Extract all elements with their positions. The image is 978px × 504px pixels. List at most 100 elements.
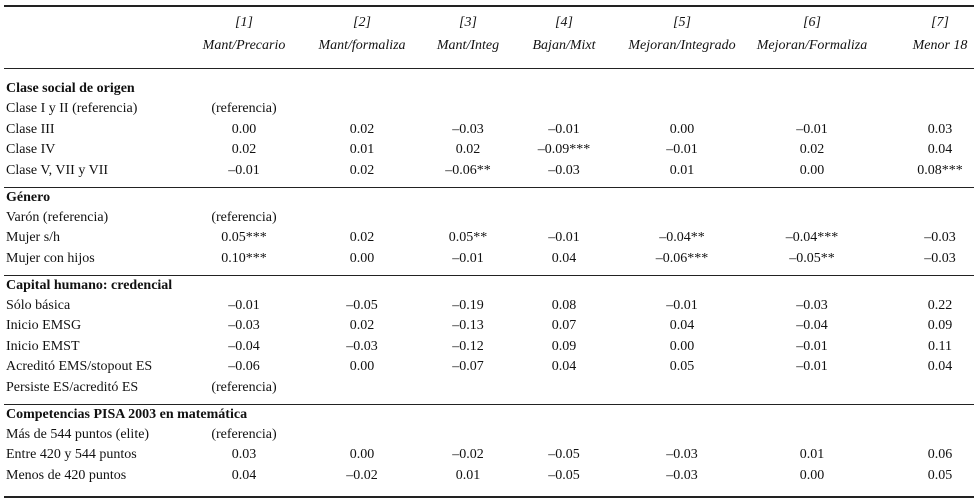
column-label: Mant/Precario (202, 38, 286, 53)
cell: –0.01 (228, 162, 260, 178)
cell: (referencia) (211, 209, 277, 225)
cell: 0.05 (669, 359, 695, 374)
cell: 0.01 (349, 142, 375, 157)
column-label: Menor 18 (912, 38, 968, 53)
column-number: [6] (803, 15, 821, 30)
cell: 0.04 (927, 359, 953, 374)
cell: 0.02 (349, 121, 375, 137)
column-number: [5] (673, 15, 691, 30)
cell: 0.22 (927, 297, 953, 313)
top-rule (4, 5, 974, 7)
section-rule (4, 274, 974, 276)
column-number: [2] (353, 15, 371, 30)
cell: 0.05 (927, 467, 953, 483)
cell: 0.05*** (221, 230, 267, 245)
cell: 0.04 (669, 318, 695, 333)
cell: 0.02 (349, 162, 375, 178)
cell: –0.01 (666, 297, 698, 313)
cell: –0.05 (548, 467, 580, 483)
cell: –0.12 (452, 338, 484, 354)
row-label: Sólo básica (6, 297, 71, 313)
cell: 0.02 (349, 318, 375, 333)
column-number: [4] (555, 15, 573, 30)
cell: –0.04 (228, 338, 260, 354)
column-number: [3] (459, 15, 477, 30)
section-rule (4, 186, 974, 188)
column-label: Mejoran/Formaliza (756, 38, 868, 53)
cell: 0.00 (799, 162, 825, 178)
cell: –0.03 (452, 121, 484, 137)
cell: 0.04 (231, 467, 257, 483)
cell: 0.09 (927, 318, 953, 333)
row-label: Clase V, VII y VII (6, 162, 109, 178)
cell: –0.03 (346, 338, 378, 354)
cell: 0.02 (799, 142, 825, 157)
cell: 0.00 (669, 338, 695, 354)
column-label: Mejoran/Integrado (628, 38, 736, 53)
column-number: [7] (931, 15, 949, 30)
row-label: Clase IV (6, 142, 56, 157)
cell: –0.06** (445, 162, 491, 178)
section-title: Competencias PISA 2003 en matemática (6, 406, 248, 422)
cell: 0.00 (231, 121, 257, 137)
cell: 0.06 (927, 447, 953, 462)
section-title: Clase social de origen (6, 81, 135, 96)
cell: –0.01 (796, 338, 828, 354)
cell: –0.01 (796, 121, 828, 137)
cell: –0.02 (346, 467, 378, 483)
row-label: Mujer con hijos (6, 250, 95, 266)
row-label: Inicio EMSG (6, 318, 82, 333)
row-label: Mujer s/h (6, 230, 61, 245)
row-label: Inicio EMST (6, 338, 80, 354)
section-rule (4, 403, 974, 405)
cell: –0.07 (452, 359, 484, 374)
cell: –0.01 (228, 297, 260, 313)
cell: –0.05 (346, 297, 378, 313)
cell: (referencia) (211, 426, 277, 442)
row-label: Menos de 420 puntos (6, 467, 127, 483)
row-label: Más de 544 puntos (elite) (6, 426, 150, 442)
column-label: Bajan/Mixt (532, 38, 596, 53)
cell: –0.02 (452, 447, 484, 462)
cell: (referencia) (211, 101, 277, 116)
cell: –0.03 (924, 230, 956, 245)
section-title: Capital humano: credencial (6, 277, 173, 293)
row-label: Persiste ES/acreditó ES (6, 379, 139, 395)
cell: –0.03 (924, 250, 956, 266)
cell: –0.04*** (785, 230, 839, 245)
cell: –0.01 (796, 359, 828, 374)
cell: –0.09*** (537, 142, 591, 157)
cell: 0.00 (669, 121, 695, 137)
cell: 0.02 (231, 142, 257, 157)
cell: 0.02 (455, 142, 481, 157)
cell: 0.03 (927, 121, 953, 137)
cell: 0.07 (551, 318, 577, 333)
cell: –0.03 (796, 297, 828, 313)
cell: –0.06 (228, 359, 260, 374)
cell: –0.01 (666, 142, 698, 157)
cell: 0.05** (448, 230, 488, 245)
section-title: Género (6, 189, 51, 205)
cell: –0.06*** (655, 250, 709, 266)
cell: 0.00 (349, 447, 375, 462)
cell: –0.04 (796, 318, 828, 333)
cell: –0.19 (452, 297, 484, 313)
cell: 0.04 (551, 359, 577, 374)
cell: 0.04 (927, 142, 953, 157)
cell: 0.01 (799, 447, 825, 462)
cell: –0.04** (659, 230, 705, 245)
bottom-rule (4, 496, 974, 498)
cell: 0.01 (455, 467, 481, 483)
cell: –0.03 (228, 318, 260, 333)
cell: (referencia) (211, 379, 277, 395)
cell: –0.13 (452, 318, 484, 333)
cell: –0.01 (548, 230, 580, 245)
cell: 0.03 (231, 447, 257, 462)
cell: 0.09 (551, 338, 577, 354)
row-label: Clase III (6, 121, 55, 137)
cell: 0.04 (551, 250, 577, 266)
cell: –0.01 (452, 250, 484, 266)
cell: –0.03 (666, 467, 698, 483)
row-label: Acreditó EMS/stopout ES (6, 359, 153, 374)
